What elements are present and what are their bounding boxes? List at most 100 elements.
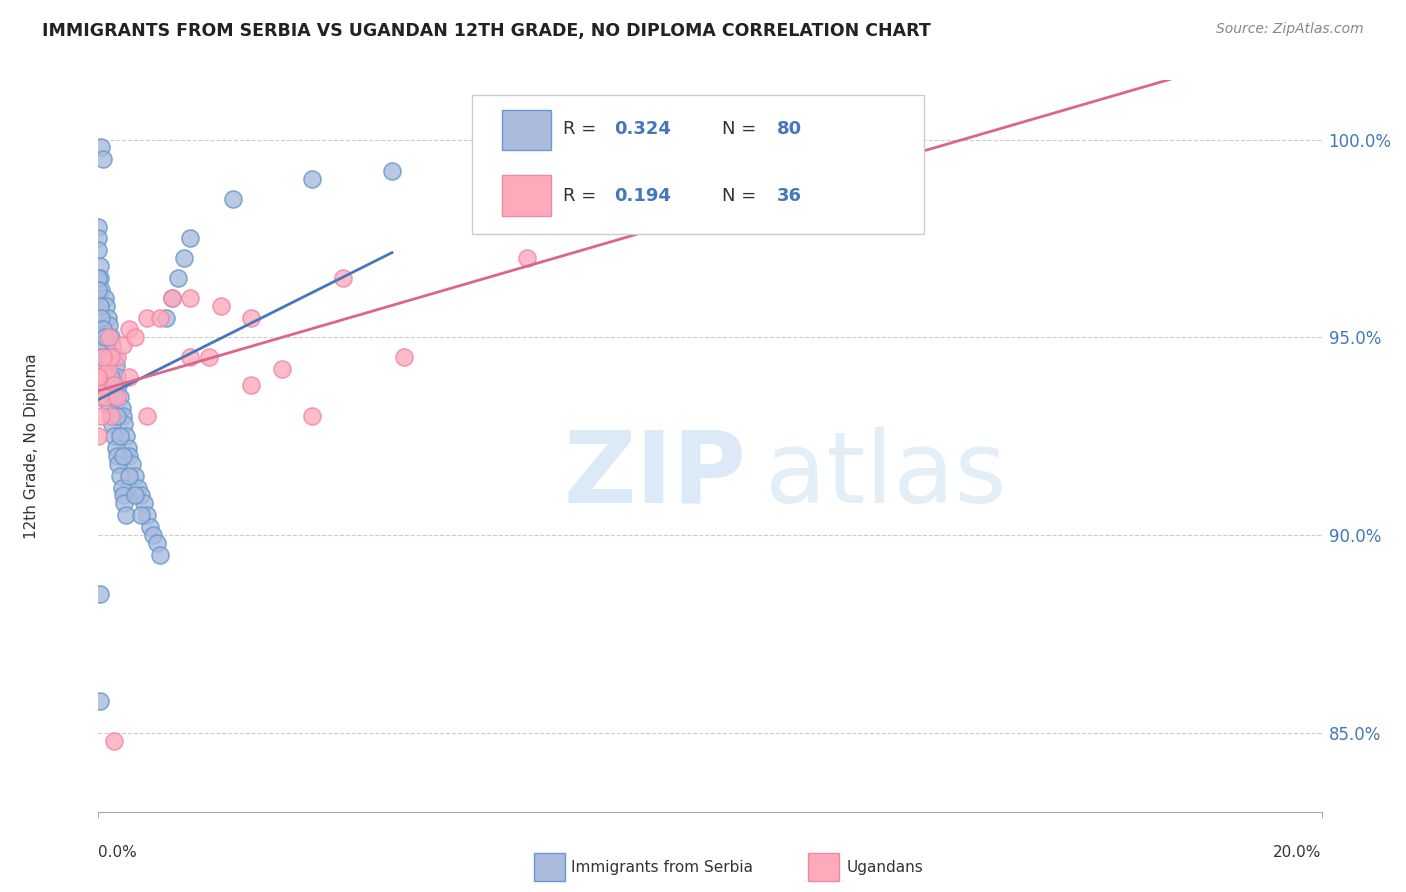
Point [111,338,134,352]
Point [160,291,183,305]
Point [155,310,177,325]
Point [136,508,159,523]
Point [108,390,131,404]
Point [112,417,135,432]
Point [104,358,127,372]
Point [97,362,120,376]
Point [301,409,323,424]
FancyBboxPatch shape [471,95,924,234]
Point [87,390,110,404]
Point [139,520,162,534]
Point [111,488,134,502]
Text: R =: R = [564,120,602,138]
Point [87,369,110,384]
Point [97,310,120,325]
Point [97,350,120,364]
Point [105,369,128,384]
Point [149,548,172,562]
Point [90,350,112,364]
Text: N =: N = [723,120,762,138]
Text: IMMIGRANTS FROM SERBIA VS UGANDAN 12TH GRADE, NO DIPLOMA CORRELATION CHART: IMMIGRANTS FROM SERBIA VS UGANDAN 12TH G… [42,22,931,40]
Point [103,429,125,443]
Point [124,488,146,502]
Point [167,271,190,285]
Point [94,299,117,313]
Point [124,330,146,344]
Point [117,441,139,455]
Point [104,441,127,455]
Point [87,244,110,258]
Point [90,283,112,297]
Point [118,369,141,384]
Point [98,318,121,333]
Point [89,694,111,708]
Point [105,350,128,364]
Point [87,219,110,234]
Point [101,417,124,432]
Text: 12th Grade, No Diploma: 12th Grade, No Diploma [24,353,38,539]
Point [87,283,110,297]
Point [87,271,110,285]
Point [98,401,121,416]
Text: 36: 36 [778,186,803,205]
Point [90,377,112,392]
Point [240,310,263,325]
Point [91,322,114,336]
Point [118,468,141,483]
Point [115,508,138,523]
Point [90,140,112,154]
Point [87,330,110,344]
Point [179,231,201,245]
Point [108,468,131,483]
Point [136,310,159,325]
Point [124,468,146,483]
Point [129,488,152,502]
Point [89,259,111,273]
Point [98,330,121,344]
Point [105,409,128,424]
Point [101,338,124,352]
Text: 20.0%: 20.0% [1274,845,1322,860]
Point [107,457,129,471]
Point [100,409,122,424]
Text: Source: ZipAtlas.com: Source: ZipAtlas.com [1216,22,1364,37]
Point [121,457,143,471]
Point [111,401,134,416]
Point [127,481,149,495]
Text: atlas: atlas [765,426,1007,524]
Point [160,291,183,305]
FancyBboxPatch shape [502,176,551,216]
Point [87,429,110,443]
Point [91,153,114,167]
Point [392,350,416,364]
Point [381,164,404,178]
Point [93,390,115,404]
Point [222,192,245,206]
Point [103,733,125,747]
Point [100,350,122,364]
FancyBboxPatch shape [502,110,551,150]
Point [142,528,165,542]
Point [270,362,294,376]
Point [103,377,125,392]
Point [100,330,122,344]
Point [103,350,125,364]
Point [103,390,125,404]
Point [301,172,323,186]
Point [87,322,110,336]
Point [197,350,219,364]
Point [94,377,117,392]
Point [108,429,131,443]
Point [105,449,128,463]
Point [87,338,110,352]
Point [111,481,134,495]
Point [97,390,120,404]
Point [149,310,172,325]
Point [209,299,232,313]
Text: Ugandans: Ugandans [846,860,924,874]
Point [105,390,128,404]
Point [90,310,112,325]
Point [100,369,122,384]
Point [90,409,112,424]
Text: N =: N = [723,186,762,205]
